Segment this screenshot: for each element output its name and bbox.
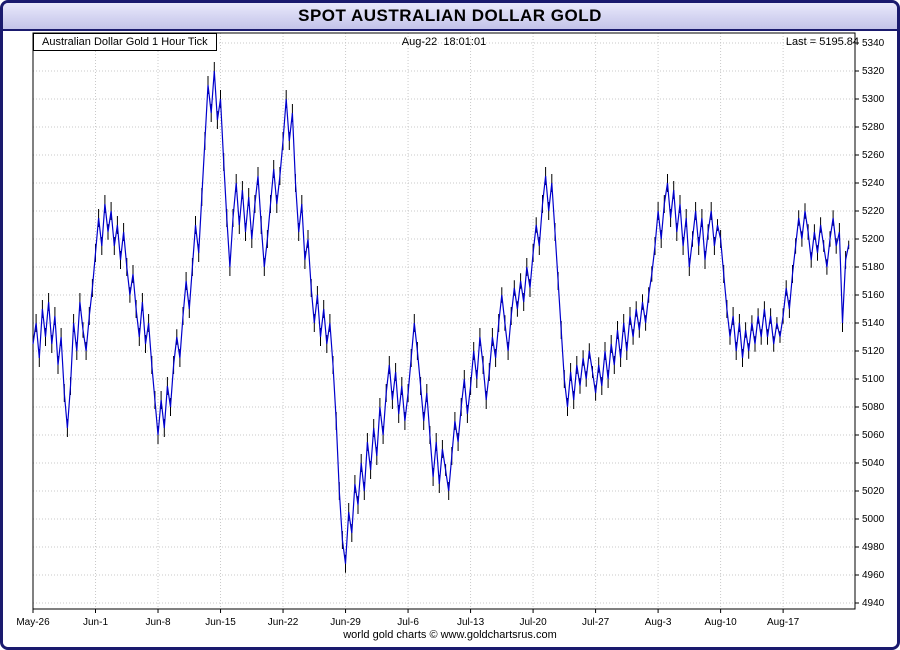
y-axis-tick-label: 5120 <box>862 346 885 357</box>
y-axis-tick-label: 4960 <box>862 570 885 581</box>
y-axis-tick-label: 5100 <box>862 374 885 385</box>
x-axis-tick-label: Aug-10 <box>704 617 737 628</box>
y-axis-tick-label: 5260 <box>862 150 885 161</box>
y-axis-tick-label: 5300 <box>862 94 885 105</box>
x-axis-tick-label: Jun-15 <box>205 617 236 628</box>
plot-frame <box>32 32 856 610</box>
price-tick-bars <box>32 62 850 573</box>
y-axis-tick-label: 5180 <box>862 262 885 273</box>
price-series <box>32 62 850 573</box>
x-axis-tick-label: Jul-6 <box>397 617 419 628</box>
grid-lines <box>33 33 855 609</box>
y-axis-tick-label: 4980 <box>862 542 885 553</box>
last-price: Last = 5195.84 <box>785 36 859 48</box>
x-axis-tick-label: Aug-17 <box>767 617 800 628</box>
y-axis-labels: 4940 4960 4980 5000 5020 5040 5060 5080 5100 5120… <box>862 38 885 609</box>
y-axis-tick-label: 5220 <box>862 206 885 217</box>
x-axis-tick-label: Jul-13 <box>457 617 485 628</box>
x-axis-tick-label: Jun-22 <box>268 617 299 628</box>
y-axis-tick-label: 5080 <box>862 402 885 413</box>
copyright-text: world gold charts © www.goldchartsrus.co… <box>343 629 557 641</box>
price-chart-svg: 4940 4960 4980 5000 5020 5040 5060 5080 5100 5120… <box>16 32 885 628</box>
y-axis-tick-label: 5340 <box>862 38 885 49</box>
y-axis-tick-label: 5160 <box>862 290 885 301</box>
x-axis-tick-label: Jun-1 <box>83 617 108 628</box>
page-title: SPOT AUSTRALIAN DOLLAR GOLD <box>298 6 602 25</box>
title-bar: SPOT AUSTRALIAN DOLLAR GOLD <box>3 3 897 31</box>
axis-ticks <box>32 32 859 613</box>
chart-area: 4940 4960 4980 5000 5020 5040 5060 5080 5100 5120… <box>3 31 897 647</box>
x-axis-tick-label: Jul-27 <box>582 617 610 628</box>
y-axis-tick-label: 5320 <box>862 66 885 77</box>
price-line <box>32 70 850 564</box>
x-axis-labels: May-26 Jun-1 Jun-8 Jun-15 Jun-22 Jun-29 Jul-6 J… <box>16 617 799 628</box>
x-axis-tick-label: Aug-3 <box>645 617 672 628</box>
y-axis-tick-label: 5040 <box>862 458 885 469</box>
x-axis-tick-label: Jun-29 <box>330 617 361 628</box>
y-axis-tick-label: 5000 <box>862 514 885 525</box>
y-axis-tick-label: 5020 <box>862 486 885 497</box>
x-axis-tick-label: Jun-8 <box>146 617 171 628</box>
y-axis-tick-label: 5240 <box>862 178 885 189</box>
chart-timestamp: Aug-22 18:01:01 <box>401 36 487 48</box>
y-axis-tick-label: 5060 <box>862 430 885 441</box>
x-axis-tick-label: Jul-20 <box>519 617 547 628</box>
y-axis-tick-label: 5280 <box>862 122 885 133</box>
y-axis-tick-label: 5140 <box>862 318 885 329</box>
y-axis-tick-label: 5200 <box>862 234 885 245</box>
x-axis-tick-label: May-26 <box>16 617 50 628</box>
series-label: Australian Dollar Gold 1 Hour Tick <box>33 33 217 51</box>
y-axis-tick-label: 4940 <box>862 598 885 609</box>
